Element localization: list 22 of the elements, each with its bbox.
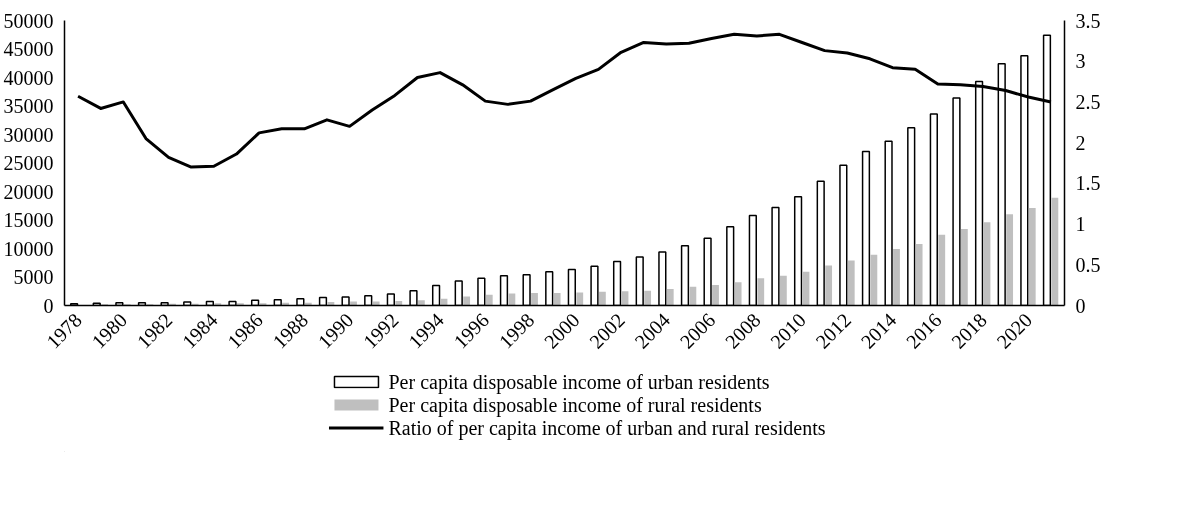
y-tick-label: 25000 [3,152,54,174]
y-tick-label: 10000 [3,237,54,260]
y-tick-label: 45000 [3,38,54,60]
legend-label: Per capita disposable income of urban residents [388,370,770,393]
y-tick-label: 50000 [3,9,54,32]
y-tick-label: 0 [43,294,54,317]
y2-tick-label: 3 [1075,50,1086,73]
y-tick-label: 40000 [3,66,54,89]
y2-tick-label: 0.5 [1075,253,1101,276]
y2-tick-label: 2.5 [1075,90,1101,113]
y-tick-label: 5000 [13,266,54,288]
legend-label: Per capita disposable income of rural residents [388,393,762,416]
y2-tick-label: 0 [1075,294,1086,317]
y2-tick-label: 2 [1075,131,1086,154]
legend-label: Ratio of per capita income of urban and rural residents [388,416,826,439]
y-tick-label: 35000 [3,95,54,117]
y2-tick-label: 1.5 [1075,172,1101,195]
y2-tick-label: 1 [1075,213,1086,236]
y-tick-label: 20000 [3,180,54,203]
y-tick-label: 30000 [3,123,54,146]
y-tick-label: 15000 [3,209,54,231]
y2-tick-label: 3.5 [1075,9,1101,32]
